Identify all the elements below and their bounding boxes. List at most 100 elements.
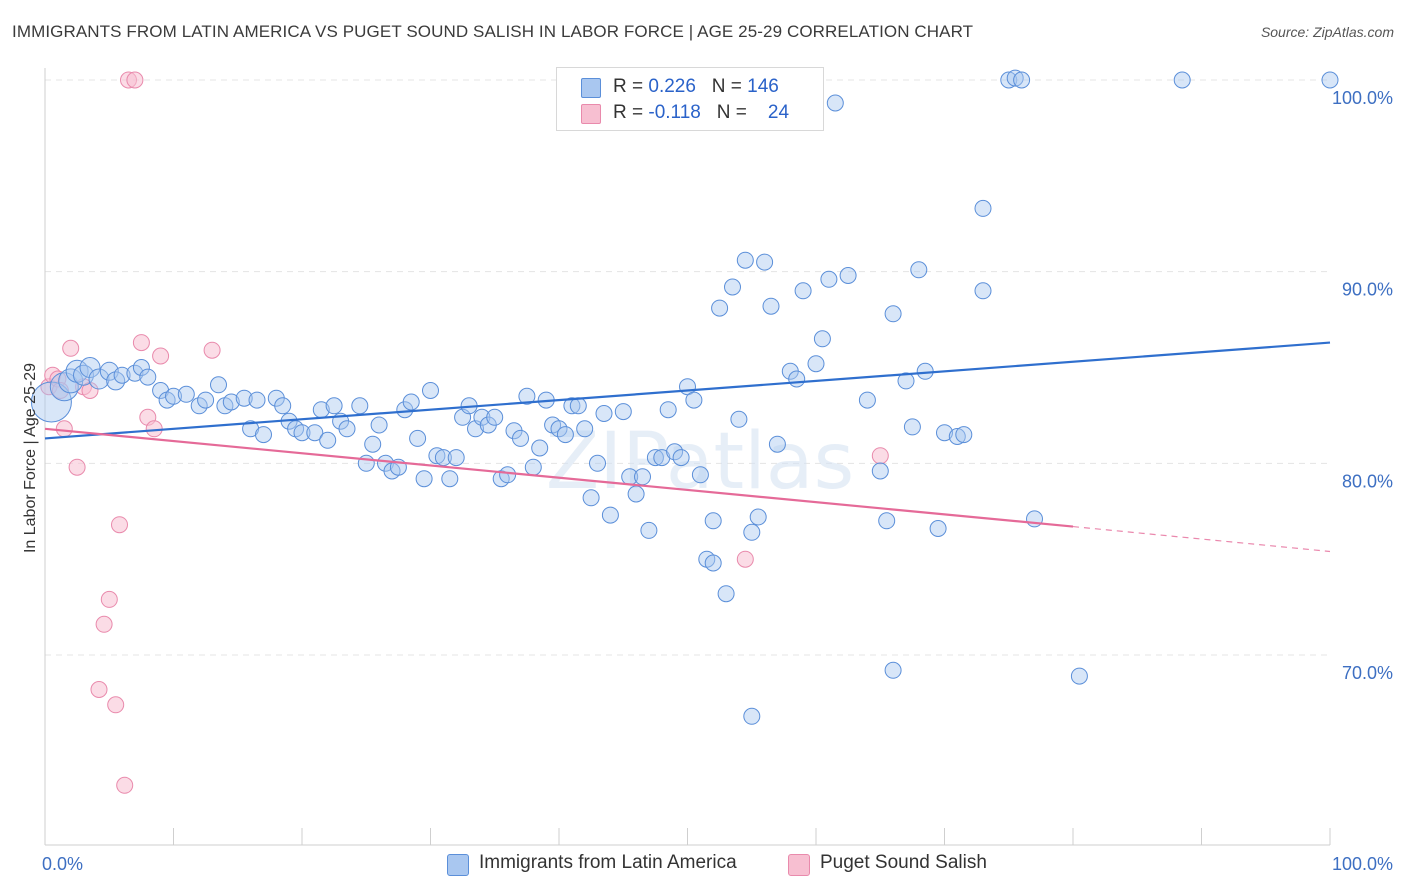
blue-swatch [581,78,601,98]
point-immigrants-latin-america [563,397,581,415]
grid-lines [45,79,1330,656]
point-immigrants-latin-america [743,707,761,725]
source-label: Source: ZipAtlas.com [1260,24,1394,40]
point-immigrants-latin-america [428,447,446,465]
point-immigrants-latin-america [627,485,645,503]
point-immigrants-latin-america [190,397,208,415]
chart-title: IMMIGRANTS FROM LATIN AMERICA VS PUGET S… [12,22,974,41]
point-puget-sound-salish [203,341,221,359]
point-immigrants-latin-america [955,426,973,444]
point-immigrants-latin-america [871,462,889,480]
point-immigrants-latin-america [165,387,182,405]
point-immigrants-latin-america [338,420,356,438]
point-immigrants-latin-america [79,357,101,378]
point-immigrants-latin-america [556,426,574,444]
point-immigrants-latin-america [531,439,549,457]
point-immigrants-latin-america [248,391,266,409]
point-puget-sound-salish [68,458,86,476]
point-immigrants-latin-america [569,397,587,415]
n-label: N = [711,76,748,97]
point-immigrants-latin-america [434,449,452,467]
point-immigrants-latin-america [974,199,992,217]
point-puget-sound-salish [100,590,118,608]
point-immigrants-latin-america [672,449,690,467]
r-value: 0.226 [648,76,696,97]
point-immigrants-latin-america [730,410,748,428]
point-immigrants-latin-america [1013,71,1031,89]
trend-line-puget-sound-salish [44,427,1074,528]
point-immigrants-latin-america [704,512,722,530]
legend-label: Immigrants from Latin America [479,852,737,873]
stats-legend: R = 0.226 N = 146 R = -0.118 N = 24 [556,67,824,131]
pink-swatch [581,104,601,124]
axes [44,68,1331,846]
point-immigrants-latin-america [685,391,703,409]
point-immigrants-latin-america [897,372,915,390]
point-immigrants-latin-america [132,359,150,376]
point-immigrants-latin-america [749,508,767,526]
point-immigrants-latin-america [1000,71,1018,89]
point-immigrants-latin-america [704,554,722,572]
point-immigrants-latin-america [364,435,382,453]
point-immigrants-latin-america [614,403,632,421]
point-immigrants-latin-america [357,454,375,472]
point-immigrants-latin-america [325,397,343,415]
point-immigrants-latin-america [582,489,600,507]
point-immigrants-latin-america [1321,71,1339,89]
legend-label: Puget Sound Salish [820,852,987,873]
x-tick-label: 0.0% [42,854,83,874]
point-immigrants-latin-america [88,368,110,390]
point-immigrants-latin-america [49,372,79,402]
point-immigrants-latin-america [197,391,215,409]
x-tick-label: 100.0% [1332,854,1393,874]
point-puget-sound-salish [871,447,889,465]
point-immigrants-latin-america [666,443,684,461]
point-immigrants-latin-america [589,454,606,472]
point-immigrants-latin-america [762,297,780,315]
point-immigrants-latin-america [576,420,594,438]
n-label: N = [716,102,753,123]
point-puget-sound-salish [62,339,80,357]
point-puget-sound-salish [90,681,108,698]
point-immigrants-latin-america [756,253,774,271]
point-puget-sound-salish [55,420,73,438]
point-puget-sound-salish [111,516,128,534]
point-puget-sound-salish [116,776,134,794]
point-immigrants-latin-america [106,371,126,391]
point-immigrants-latin-america [839,267,857,284]
point-immigrants-latin-america [743,523,761,541]
point-puget-sound-salish [126,71,144,89]
point-immigrants-latin-america [486,408,504,426]
point-immigrants-latin-america [409,429,427,447]
point-immigrants-latin-america [177,385,195,403]
point-immigrants-latin-america [1070,667,1088,685]
point-immigrants-latin-america [884,305,902,323]
point-immigrants-latin-america [550,420,568,438]
point-immigrants-latin-america [441,470,459,488]
series-puget-sound-salish-points [40,71,889,794]
point-immigrants-latin-america [402,393,420,411]
point-immigrants-latin-america [813,330,831,348]
y-tick-label: 100.0% [1332,88,1393,108]
n-value: 24 [767,102,790,123]
point-immigrants-latin-america [351,397,369,415]
blue-swatch [447,854,469,876]
point-immigrants-latin-america [1173,71,1191,89]
point-immigrants-latin-america [936,424,953,442]
point-immigrants-latin-america [222,393,240,411]
point-immigrants-latin-america [113,366,131,384]
y-axis-label: In Labor Force | Age 25-29 [22,363,39,553]
point-immigrants-latin-america [319,431,337,449]
r-label: R = [613,102,649,123]
point-immigrants-latin-america [634,468,651,486]
point-puget-sound-salish [107,696,125,714]
point-immigrants-latin-america [768,435,786,453]
point-immigrants-latin-america [139,368,157,386]
y-tick-label: 90.0% [1342,280,1393,300]
point-immigrants-latin-america [820,270,838,288]
point-immigrants-latin-america [884,661,902,679]
point-immigrants-latin-america [929,520,947,537]
point-immigrants-latin-america [1006,69,1024,87]
y-tick-label: 80.0% [1342,471,1393,491]
